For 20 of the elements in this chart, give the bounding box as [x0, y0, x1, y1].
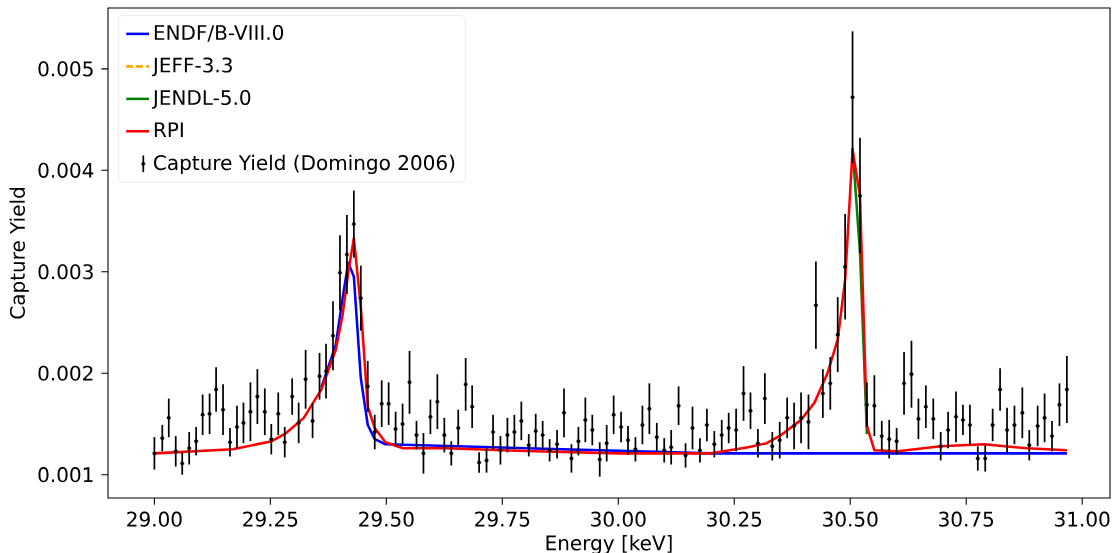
x-tick-label: 30.75 [939, 511, 994, 527]
x-tick-label: 30.00 [591, 511, 646, 527]
y-tick-label: 0.003 [38, 264, 93, 280]
x-tick-label: 31.00 [1055, 511, 1110, 527]
x-tick-label: 29.75 [475, 511, 530, 527]
y-tick-label: 0.002 [38, 365, 93, 381]
x-tick-label: 30.25 [707, 511, 762, 527]
legend-label: Capture Yield (Domingo 2006) [154, 154, 455, 175]
y-tick-label: 0.005 [38, 61, 93, 77]
y-tick-label: 0.001 [38, 467, 93, 483]
y-tick-label: 0.004 [38, 162, 94, 178]
x-tick-label: 29.25 [243, 511, 298, 527]
x-tick-label: 29.50 [359, 511, 414, 527]
legend-label: RPI [154, 122, 183, 138]
legend-label: ENDF/B-VIII.0 [154, 24, 284, 42]
x-tick-label: 30.50 [823, 511, 878, 527]
y-axis-title: Capture Yield [9, 188, 29, 319]
legend-label: JENDL-5.0 [151, 89, 251, 109]
legend-label: JEFF-3.3 [151, 57, 232, 77]
x-tick-label: 29.00 [127, 511, 182, 527]
